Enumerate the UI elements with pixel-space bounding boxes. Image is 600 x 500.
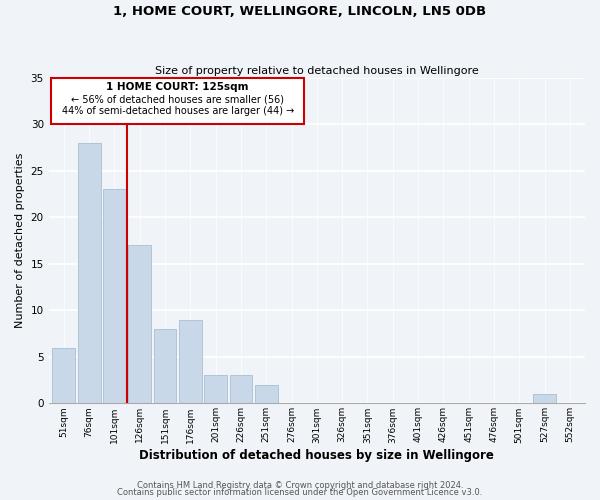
X-axis label: Distribution of detached houses by size in Wellingore: Distribution of detached houses by size … (139, 450, 494, 462)
Bar (255, 385, 278, 404)
Bar (78, 143, 101, 404)
Bar (154, 329, 176, 404)
Bar (128, 245, 151, 404)
Text: 1 HOME COURT: 125sqm: 1 HOME COURT: 125sqm (106, 82, 249, 92)
Bar (533, 394, 556, 404)
Bar (204, 376, 227, 404)
Title: Size of property relative to detached houses in Wellingore: Size of property relative to detached ho… (155, 66, 479, 76)
Text: 1, HOME COURT, WELLINGORE, LINCOLN, LN5 0DB: 1, HOME COURT, WELLINGORE, LINCOLN, LN5 … (113, 5, 487, 18)
Text: 44% of semi-detached houses are larger (44) →: 44% of semi-detached houses are larger (… (62, 106, 294, 116)
Text: Contains HM Land Registry data © Crown copyright and database right 2024.: Contains HM Land Registry data © Crown c… (137, 480, 463, 490)
Text: Contains public sector information licensed under the Open Government Licence v3: Contains public sector information licen… (118, 488, 482, 497)
Text: ← 56% of detached houses are smaller (56): ← 56% of detached houses are smaller (56… (71, 94, 284, 104)
FancyBboxPatch shape (51, 78, 304, 124)
Y-axis label: Number of detached properties: Number of detached properties (15, 153, 25, 328)
Bar (103, 190, 126, 404)
Bar (52, 348, 75, 404)
Bar (230, 376, 253, 404)
Bar (179, 320, 202, 404)
